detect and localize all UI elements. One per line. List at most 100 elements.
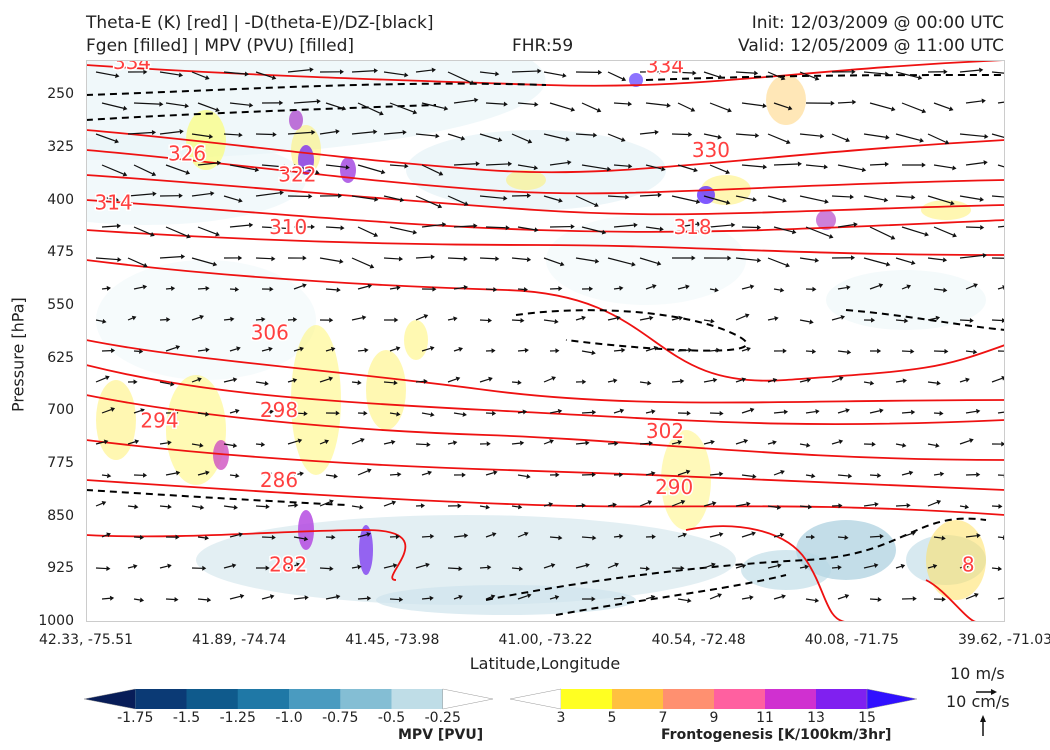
colorbar-segment (663, 689, 715, 709)
wind-vector-head (878, 283, 884, 288)
wind-vector (133, 226, 152, 235)
title-init: Init: 12/03/2009 @ 00:00 UTC (751, 13, 1004, 33)
wind-vector (293, 100, 317, 104)
wind-vector-head (143, 262, 148, 268)
quiver-key-vertical-label: 10 cm/s (946, 692, 1010, 711)
wind-vector-head (396, 411, 401, 417)
wind-vector-head (710, 439, 715, 445)
colorbar-segment (714, 689, 766, 709)
wind-vector (773, 411, 785, 414)
wind-vector (95, 71, 116, 77)
wind-vector (101, 102, 124, 109)
wind-vector (255, 192, 281, 197)
wind-vector (639, 442, 650, 445)
wind-vector-head (404, 163, 409, 169)
wind-vector-head (616, 315, 621, 321)
wind-vector (799, 257, 816, 261)
wind-vector (95, 377, 107, 383)
wind-vector-head (170, 285, 176, 291)
wind-vector-head (936, 499, 942, 505)
wind-vectors (95, 67, 1005, 604)
wind-vector-head (429, 595, 434, 601)
wind-vector (517, 349, 525, 352)
wind-vector (389, 226, 414, 233)
wind-vector-head (811, 348, 817, 354)
wind-vector-head (921, 162, 926, 168)
wind-vector (229, 410, 236, 414)
wind-vector-head (592, 535, 597, 541)
wind-vector-head (653, 345, 659, 351)
wind-vector-head (570, 107, 576, 112)
wind-vector-head (782, 197, 787, 203)
wind-vector (997, 225, 1005, 228)
wind-vector (383, 441, 392, 445)
wind-vector (741, 409, 751, 414)
theta-e-contour (86, 439, 1005, 491)
wind-vector-head (517, 504, 523, 510)
wind-vector-head (984, 133, 989, 139)
wind-vector (959, 564, 967, 569)
y-tick-label: 250 (47, 86, 74, 103)
wind-vector-head (619, 472, 624, 478)
wind-vector-head (328, 376, 334, 382)
theta-e-contour (685, 525, 847, 622)
wind-vector-head (186, 233, 191, 239)
colorbar-segment (84, 688, 136, 710)
wind-vector-head (555, 348, 560, 354)
wind-vector (901, 472, 910, 476)
wind-vector (927, 565, 934, 569)
wind-vector (511, 133, 529, 142)
wind-vector-head (460, 135, 466, 141)
wind-vector (421, 597, 430, 600)
wind-vector-head (205, 411, 210, 417)
wind-vector (709, 164, 727, 173)
wind-vector-head (555, 472, 560, 478)
wind-vector (159, 565, 168, 569)
colorbar-segment (135, 689, 187, 709)
wind-vector-head (373, 232, 379, 237)
wind-vector-head (167, 563, 172, 569)
wind-vector-head (363, 410, 368, 416)
wind-vector-head (167, 504, 172, 510)
wind-vector (869, 226, 892, 238)
wind-vector (895, 319, 905, 322)
wind-vector-head (804, 564, 809, 570)
wind-vector-head (106, 285, 111, 291)
wind-vector-head (111, 348, 116, 354)
wind-vector-head (537, 68, 542, 74)
wind-vector (325, 102, 343, 109)
wind-vector (837, 286, 847, 290)
wind-vector (709, 102, 729, 111)
wind-vector-head (717, 593, 722, 598)
theta-e-contour (86, 339, 1005, 404)
wind-vector-head (491, 348, 496, 354)
wind-vector-head (591, 596, 596, 602)
wind-vector (677, 102, 692, 111)
wind-vector-head (785, 262, 790, 268)
wind-vector-head (184, 103, 190, 109)
wind-vector (805, 598, 816, 602)
wind-vector (837, 595, 846, 600)
wind-vector (837, 474, 849, 477)
wind-vector-head (619, 408, 625, 414)
wind-vector (351, 505, 360, 508)
wind-vector (863, 71, 886, 75)
wind-vector-head (105, 375, 110, 381)
wind-vector-head (627, 101, 633, 107)
wind-vector-head (785, 139, 791, 145)
wind-vector-head (774, 316, 779, 321)
wind-vector (709, 473, 720, 476)
wind-vector (485, 533, 493, 538)
wind-vector (261, 473, 269, 476)
wind-vector (229, 348, 238, 352)
wind-vector (165, 472, 177, 476)
wind-vector (229, 164, 256, 171)
mpv-shading (406, 130, 666, 210)
wind-vector-head (495, 71, 500, 77)
wind-vector-head (526, 473, 531, 479)
wind-vector-head (114, 197, 120, 202)
wind-vector-head (339, 69, 344, 75)
wind-vector (511, 567, 520, 570)
theta-e-contour-label: 334 (646, 60, 684, 78)
wind-vector-head (199, 442, 204, 448)
